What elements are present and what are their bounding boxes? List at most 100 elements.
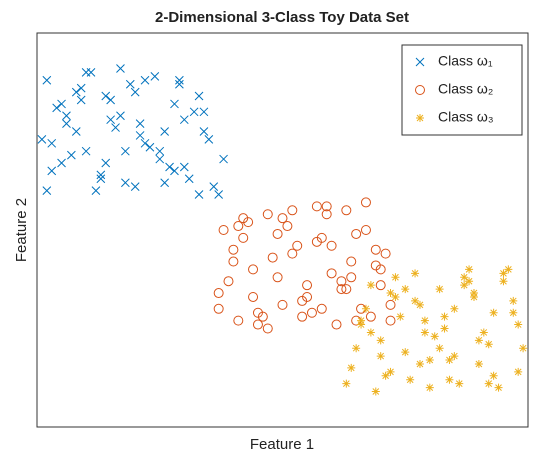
data-point xyxy=(277,299,288,310)
data-point xyxy=(96,174,106,184)
data-point xyxy=(509,296,518,305)
data-point xyxy=(130,87,140,97)
data-point xyxy=(420,328,429,337)
data-point xyxy=(346,256,357,267)
data-point xyxy=(248,264,259,275)
data-point xyxy=(311,201,322,212)
data-point xyxy=(223,276,234,287)
data-point xyxy=(155,154,165,164)
data-point xyxy=(351,228,362,239)
data-point xyxy=(145,142,155,152)
data-point xyxy=(401,348,410,357)
data-point xyxy=(435,285,444,294)
data-point xyxy=(371,387,380,396)
data-point xyxy=(155,146,165,156)
data-point xyxy=(238,232,249,243)
data-point xyxy=(116,111,125,121)
data-point xyxy=(336,284,347,295)
data-point xyxy=(47,138,57,148)
data-point xyxy=(420,316,429,325)
data-point xyxy=(357,316,366,325)
data-point xyxy=(121,178,130,188)
legend-label: Class ω₁ xyxy=(438,53,493,69)
data-point xyxy=(199,127,209,136)
data-point xyxy=(96,170,106,180)
data-point xyxy=(376,336,385,345)
data-point xyxy=(287,205,298,216)
data-point xyxy=(455,379,464,388)
data-point xyxy=(91,186,101,195)
data-point xyxy=(499,269,508,278)
data-point xyxy=(160,127,170,136)
data-point xyxy=(81,68,91,77)
data-point xyxy=(135,131,145,140)
data-point xyxy=(450,352,459,361)
data-point xyxy=(489,371,498,380)
data-point xyxy=(282,221,293,232)
data-point xyxy=(165,162,174,172)
data-point xyxy=(47,166,57,176)
data-point xyxy=(347,363,356,372)
data-point xyxy=(391,292,400,301)
data-point xyxy=(499,277,508,286)
data-point xyxy=(272,272,283,283)
data-point xyxy=(386,367,395,376)
y-axis-label: Feature 2 xyxy=(13,198,30,262)
data-point xyxy=(366,328,375,337)
data-point xyxy=(267,252,278,263)
data-point xyxy=(57,158,66,168)
data-point xyxy=(248,291,259,302)
data-point xyxy=(445,356,454,365)
data-point xyxy=(370,244,381,255)
data-point xyxy=(460,281,469,290)
legend-label: Class ω₂ xyxy=(438,81,493,97)
data-point xyxy=(297,295,308,306)
data-point xyxy=(401,285,410,294)
data-point xyxy=(42,75,52,85)
data-point xyxy=(135,119,145,128)
data-point xyxy=(514,367,523,376)
data-point xyxy=(425,383,434,392)
data-point xyxy=(445,375,454,384)
data-point xyxy=(214,190,224,199)
data-point xyxy=(71,87,81,97)
data-point xyxy=(460,273,469,282)
data-point xyxy=(352,344,361,353)
data-point xyxy=(292,240,303,251)
data-point xyxy=(262,323,273,334)
data-point xyxy=(360,197,371,208)
data-point xyxy=(376,352,385,361)
data-point xyxy=(218,225,229,235)
data-point xyxy=(386,289,395,298)
data-point xyxy=(385,315,396,326)
data-point xyxy=(277,213,288,224)
data-point xyxy=(140,138,150,148)
x-axis-label: Feature 1 xyxy=(250,436,314,453)
data-point xyxy=(111,123,120,132)
data-point xyxy=(465,265,474,274)
data-point xyxy=(101,158,111,168)
data-point xyxy=(62,111,71,121)
data-point xyxy=(361,304,370,313)
data-point xyxy=(297,311,308,322)
data-point xyxy=(116,64,125,73)
data-point xyxy=(326,268,337,279)
legend-marker xyxy=(415,57,425,67)
data-point xyxy=(106,95,116,105)
data-point xyxy=(474,336,483,345)
data-point xyxy=(504,265,513,274)
data-point xyxy=(440,312,449,321)
data-point xyxy=(252,319,263,330)
data-point xyxy=(81,146,91,156)
data-point xyxy=(391,273,400,282)
data-point xyxy=(331,319,342,330)
data-point xyxy=(465,277,474,286)
data-point xyxy=(366,281,375,290)
data-point xyxy=(150,71,160,81)
data-point xyxy=(346,272,357,283)
data-point xyxy=(341,284,352,295)
data-point xyxy=(209,182,219,192)
data-point xyxy=(494,383,503,392)
legend-marker xyxy=(415,85,425,95)
